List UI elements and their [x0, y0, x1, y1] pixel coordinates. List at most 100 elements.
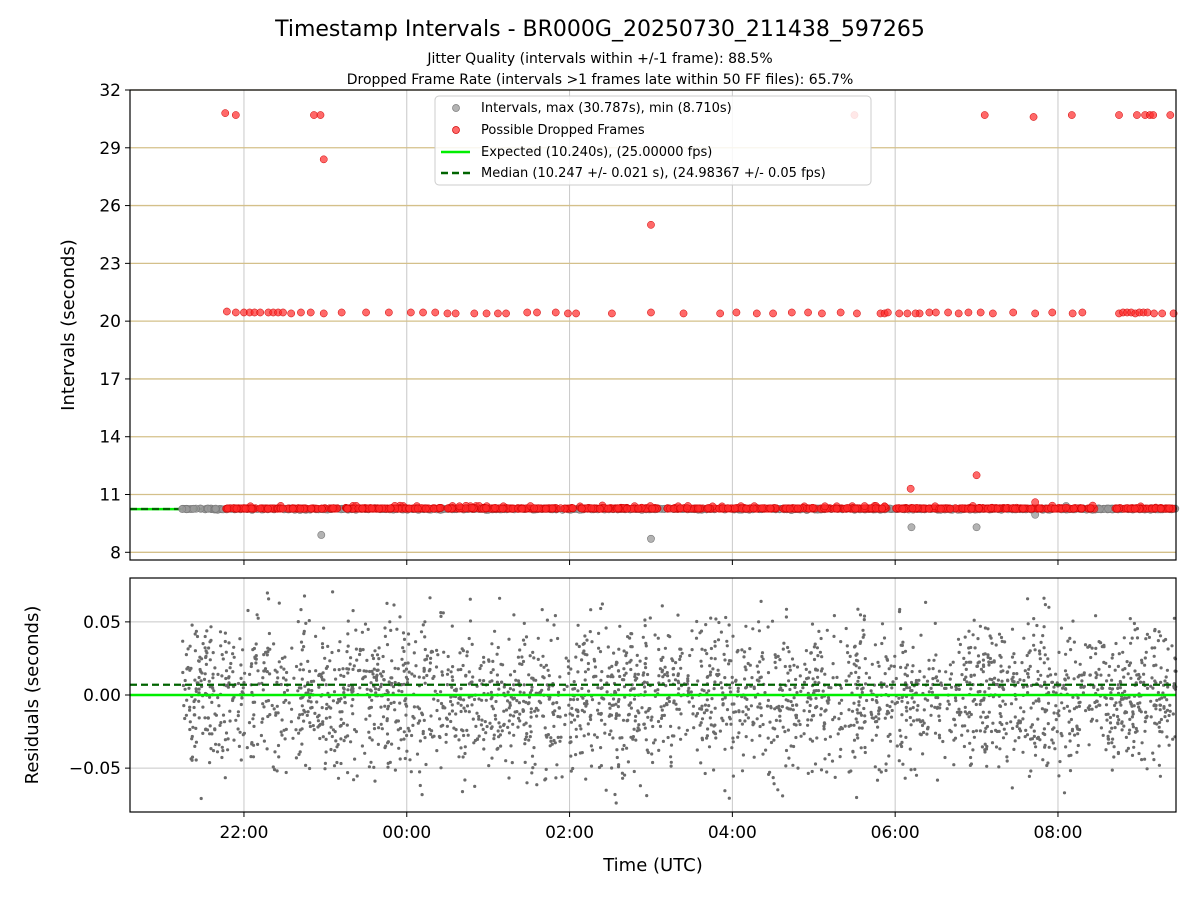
residual-point [300, 743, 303, 746]
residual-point [590, 640, 593, 643]
residual-point [393, 708, 396, 711]
residual-point [911, 696, 914, 699]
residual-point [773, 782, 776, 785]
residual-point [820, 768, 823, 771]
residual-point [346, 632, 349, 635]
residual-point [537, 637, 540, 640]
residual-point [221, 653, 224, 656]
residual-point [1046, 675, 1049, 678]
residual-point [662, 740, 665, 743]
residual-point [984, 626, 987, 629]
residual-point [1132, 712, 1135, 715]
residual-point [347, 668, 350, 671]
residual-point [408, 729, 411, 732]
residual-point [700, 630, 703, 633]
residual-point [626, 635, 629, 638]
residual-point [346, 724, 349, 727]
dropped-frame-point [1070, 505, 1077, 512]
residual-point [1143, 730, 1146, 733]
residual-point [949, 663, 952, 666]
residual-point [1137, 706, 1140, 709]
residual-point [967, 646, 970, 649]
residual-point [816, 646, 819, 649]
residual-point [1126, 660, 1129, 663]
residual-point [328, 659, 331, 662]
residual-point [303, 630, 306, 633]
residual-point [306, 660, 309, 663]
residual-point [1131, 754, 1134, 757]
residual-point [1034, 648, 1037, 651]
residual-point [793, 696, 796, 699]
residual-point [679, 655, 682, 658]
residual-point [227, 737, 230, 740]
residual-point [899, 666, 902, 669]
residual-point [950, 672, 953, 675]
residual-point [515, 710, 518, 713]
residual-point [910, 689, 913, 692]
residual-point [1171, 738, 1174, 741]
residual-point [999, 721, 1002, 724]
residual-point [767, 699, 770, 702]
residual-point [634, 715, 637, 718]
residual-point [530, 686, 533, 689]
residual-point [272, 642, 275, 645]
residual-point [1146, 767, 1149, 770]
residual-point [519, 691, 522, 694]
residual-point [863, 721, 866, 724]
residual-point [518, 648, 521, 651]
residual-point [213, 727, 216, 730]
residual-point [670, 761, 673, 764]
residual-point [380, 723, 383, 726]
residual-point [590, 765, 593, 768]
residual-point [410, 734, 413, 737]
residual-point [497, 646, 500, 649]
residual-point [941, 740, 944, 743]
residual-point [449, 720, 452, 723]
residual-point [777, 705, 780, 708]
residual-point [1088, 743, 1091, 746]
residual-point [188, 706, 191, 709]
residual-point [304, 622, 307, 625]
residual-point [435, 749, 438, 752]
residual-point [294, 728, 297, 731]
residual-point [188, 728, 191, 731]
residual-point [333, 749, 336, 752]
residual-point [216, 696, 219, 699]
residual-point [650, 752, 653, 755]
residual-point [1133, 622, 1136, 625]
residual-point [612, 704, 615, 707]
residual-point [492, 707, 495, 710]
residual-point [205, 629, 208, 632]
residual-point [787, 650, 790, 653]
dropped-frame-point [731, 505, 738, 512]
residual-point [227, 676, 230, 679]
residual-point [712, 768, 715, 771]
residual-point [469, 598, 472, 601]
residual-point [508, 731, 511, 734]
residual-point [500, 681, 503, 684]
residual-point [552, 713, 555, 716]
residual-point [985, 765, 988, 768]
dropped-frame-point [975, 505, 982, 512]
dropped-frame-point [297, 309, 304, 316]
residual-point [795, 714, 798, 717]
residual-point [408, 671, 411, 674]
intervals-y-axis-label: Intervals (seconds) [58, 239, 79, 411]
residual-point [931, 691, 934, 694]
residual-point [195, 687, 198, 690]
residual-point [915, 679, 918, 682]
residual-point [784, 665, 787, 668]
residual-point [1144, 711, 1147, 714]
residual-point [466, 650, 469, 653]
residual-point [472, 718, 475, 721]
residual-point [600, 696, 603, 699]
residual-point [451, 679, 454, 682]
dropped-frame-point [222, 110, 229, 117]
residual-point [424, 682, 427, 685]
residual-point [845, 679, 848, 682]
residual-point [791, 704, 794, 707]
residual-point [916, 704, 919, 707]
residual-point [191, 726, 194, 729]
residual-point [699, 660, 702, 663]
